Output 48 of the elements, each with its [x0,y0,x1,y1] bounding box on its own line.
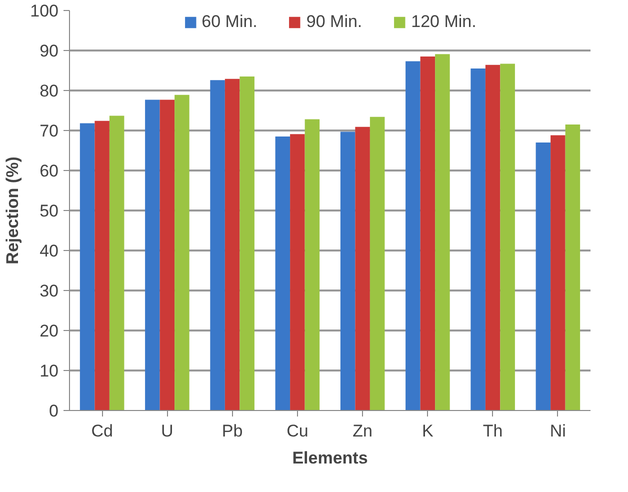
bar [406,61,420,410]
bar [370,116,385,410]
x-tick-label: Th [482,422,503,440]
y-tick-label: 60 [40,162,59,180]
y-tick-label: 80 [40,82,59,100]
y-tick-label: 0 [49,402,59,420]
legend-label: 60 Min. [202,12,258,32]
bar [304,119,320,410]
bar [485,64,500,410]
bar [160,100,175,410]
bar [550,135,566,410]
y-tick-label: 90 [40,42,59,60]
legend-label: 90 Min. [306,12,362,32]
x-tick-label: Ni [550,422,566,440]
bar [210,80,225,410]
x-tick-label: Cd [91,422,113,440]
bar [290,134,305,410]
y-tick-label: 40 [40,242,59,260]
legend-label: 120 Min. [411,12,476,32]
bar [174,94,190,410]
bar [94,120,110,410]
y-tick-label: 100 [30,2,59,20]
y-tick-label: 70 [40,122,59,140]
bar [340,132,356,410]
bar [420,56,436,410]
x-axis-title: Elements [292,448,368,468]
bar [565,124,580,410]
bar [470,68,486,410]
bar [275,136,290,410]
y-tick-label: 30 [40,282,59,300]
y-tick-label: 50 [40,202,59,220]
x-tick-label: Pb [222,422,243,440]
y-tick-label: 20 [40,322,59,340]
x-tick-label: K [422,422,434,440]
bar [109,116,124,410]
y-tick-label: 10 [40,362,59,380]
y-axis-title: Rejection (%) [3,156,22,264]
x-tick-label: U [161,422,174,440]
bar [240,76,254,410]
bar [355,126,370,410]
bar [435,54,450,410]
bar [500,64,515,410]
bar [224,78,240,410]
bar [145,100,160,410]
bar [536,142,551,410]
x-tick-label: Cu [286,422,308,440]
bar [80,123,95,410]
x-tick-label: Zn [352,422,372,440]
